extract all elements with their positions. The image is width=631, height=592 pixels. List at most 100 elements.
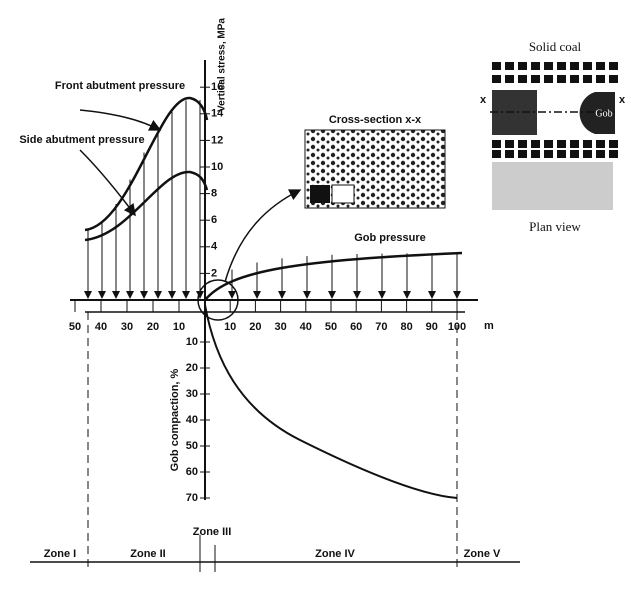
pillar: [531, 62, 540, 70]
zones: [30, 312, 520, 572]
pillar: [544, 140, 553, 148]
tick-label: 70: [186, 492, 198, 504]
tick-label: 50: [69, 321, 81, 333]
pillar: [544, 150, 553, 158]
axes: [70, 60, 478, 500]
pillar: [609, 150, 618, 158]
pillar: [505, 62, 514, 70]
pillar: [583, 62, 592, 70]
pillar: [492, 75, 501, 83]
zone-label: Zone I: [44, 548, 76, 560]
pillar: [531, 140, 540, 148]
pillar: [531, 75, 540, 83]
pillar: [609, 140, 618, 148]
label: Cross-section x-x: [329, 114, 422, 126]
pillar: [557, 62, 566, 70]
tick-label: 30: [274, 321, 286, 333]
tick-label: 2: [211, 267, 217, 279]
label: x: [480, 94, 487, 106]
pillar: [609, 75, 618, 83]
side-curve: [85, 172, 207, 240]
zone-label: Zone II: [130, 548, 165, 560]
tick-label: 20: [249, 321, 261, 333]
tick-label: 60: [186, 466, 198, 478]
axis-title: Vertical stress, MPa: [217, 18, 228, 112]
tick-label: 20: [186, 362, 198, 374]
compaction-curve: [205, 305, 457, 498]
pillar: [492, 150, 501, 158]
pillar: [609, 62, 618, 70]
label: x: [619, 94, 626, 106]
pillar: [570, 150, 579, 158]
tick-label: 16: [211, 81, 223, 93]
zoom-arrow: [225, 190, 300, 282]
tick-label: 10: [186, 336, 198, 348]
pillar: [531, 150, 540, 158]
gob-pressure-curve: [205, 253, 462, 300]
tick-label: 80: [400, 321, 412, 333]
tick-label: 40: [95, 321, 107, 333]
label: Solid coal: [529, 39, 582, 54]
zone-label: Zone III: [193, 526, 232, 538]
pillar: [570, 140, 579, 148]
label: Plan view: [529, 219, 581, 234]
tick-label: 30: [186, 388, 198, 400]
tick-label: 12: [211, 134, 223, 146]
pillar: [518, 75, 527, 83]
pillar: [518, 150, 527, 158]
pillar: [583, 140, 592, 148]
pillar: [492, 62, 501, 70]
zone-label: Zone V: [464, 548, 501, 560]
pillar: [557, 150, 566, 158]
pillar: [544, 62, 553, 70]
label: Gob: [595, 108, 612, 119]
label: Side abutment pressure: [19, 134, 144, 146]
tick-label: 10: [173, 321, 185, 333]
tick-label: 40: [300, 321, 312, 333]
tick-label: 10: [211, 161, 223, 173]
tick-label: 70: [375, 321, 387, 333]
tick-label: 90: [426, 321, 438, 333]
pillar: [557, 75, 566, 83]
pillar: [557, 140, 566, 148]
tick-label: 14: [211, 108, 224, 120]
figure: Front abutment pressure Side abutment pr…: [0, 0, 631, 592]
label: Gob pressure: [354, 232, 426, 244]
pillar: [596, 62, 605, 70]
tick-label: 4: [211, 241, 218, 253]
tick-label: 50: [186, 440, 198, 452]
tick-label: 6: [211, 214, 217, 226]
tick-label: 60: [350, 321, 362, 333]
label: m: [484, 320, 494, 332]
coal-block: [492, 90, 537, 135]
pillar: [492, 140, 501, 148]
pillar: [570, 62, 579, 70]
axis-title: Gob compaction, %: [169, 368, 181, 471]
pillar: [583, 75, 592, 83]
pillar: [505, 140, 514, 148]
cross-section: [305, 130, 445, 208]
plan-view: [490, 60, 618, 210]
pillar: [518, 62, 527, 70]
pillar: [570, 75, 579, 83]
zone-label: Zone IV: [315, 548, 355, 560]
coal-block: [310, 185, 330, 203]
tick-label: 20: [147, 321, 159, 333]
front-arrow: [80, 110, 160, 130]
pillar: [505, 150, 514, 158]
pillar: [544, 75, 553, 83]
entry: [332, 185, 354, 203]
gob-area: [492, 162, 613, 210]
pillar: [583, 150, 592, 158]
tick-label: 30: [121, 321, 133, 333]
tick-label: 100: [448, 321, 466, 333]
tick-label: 8: [211, 188, 217, 200]
tick-label: 10: [224, 321, 236, 333]
pillar: [596, 75, 605, 83]
front-curve: [85, 98, 207, 230]
pillar: [505, 75, 514, 83]
tick-label: 50: [325, 321, 337, 333]
pillar: [518, 140, 527, 148]
label: Front abutment pressure: [55, 80, 185, 92]
side-arrow: [80, 150, 135, 215]
